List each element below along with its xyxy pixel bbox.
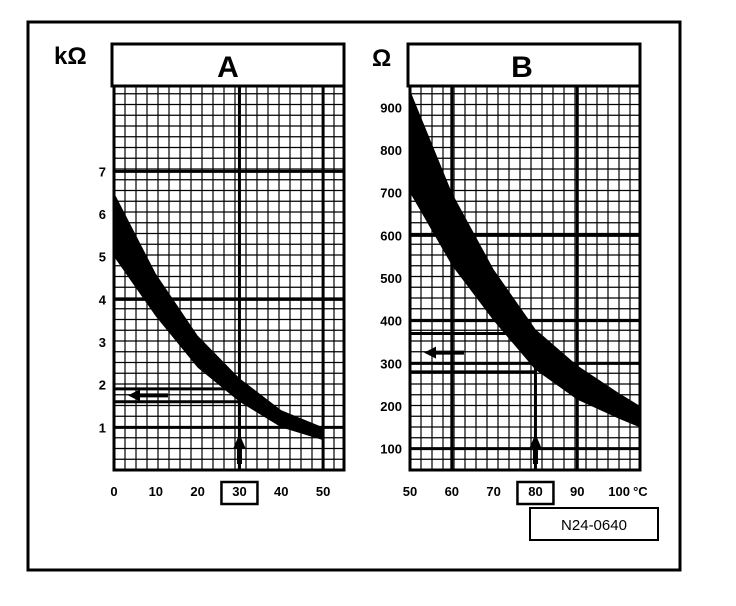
panel-a-resistance-band xyxy=(114,192,324,441)
panel-b-y-tick-label: 100 xyxy=(380,442,402,457)
panel-b-x-unit: °C xyxy=(633,484,648,499)
panel-a-y-tick-label: 2 xyxy=(99,378,106,393)
panel-b-y-unit: Ω xyxy=(372,45,391,72)
reference-code: N24-0640 xyxy=(561,517,627,534)
panel-b-reading-arrow-left xyxy=(424,346,436,359)
panel-b-x-tick-label: 50 xyxy=(403,484,417,499)
panel-b-resistance-band xyxy=(410,90,640,428)
panel-b: 100 200 300 400 500 600 700 800 900 50 60 70 80 90 10… xyxy=(372,42,648,506)
reference-code-box xyxy=(529,507,659,541)
panel-a-reading-arrow-up xyxy=(233,434,246,448)
panel-b-reading-arrow-stem xyxy=(532,448,538,464)
panel-a-reading-arrow-stem xyxy=(236,448,242,464)
panel-a-x-tick-label: 30 xyxy=(232,484,246,499)
panel-b-y-tick-label: 800 xyxy=(380,143,402,158)
panel-a-x-tick-highlight-box xyxy=(220,480,259,506)
panel-b-x-tick-label: 100 xyxy=(608,484,630,499)
panel-a-y-tick-label: 7 xyxy=(99,164,106,179)
panel-b-y-tick-label: 900 xyxy=(380,100,402,115)
panel-a-y-tick-label: 1 xyxy=(99,420,106,435)
panel-a-x-tick-label: 0 xyxy=(110,484,117,499)
panel-a-y-tick-label: 4 xyxy=(99,292,107,307)
panel-b-y-tick-label: 700 xyxy=(380,186,402,201)
panel-b-x-tick-highlight-box xyxy=(516,480,555,506)
panel-a: 1 2 3 4 5 6 7 0 10 20 30 40 50 A kΩ xyxy=(54,42,346,506)
panel-a-reading-arrow-left xyxy=(128,389,140,402)
panel-a-x-tick-label: 10 xyxy=(149,484,163,499)
panel-b-tolerance-band xyxy=(410,90,640,428)
panel-a-y-tick-label: 6 xyxy=(99,207,106,222)
panel-a-x-tick-label: 40 xyxy=(274,484,288,499)
panel-a-y-ticks: 1 2 3 4 5 6 7 xyxy=(99,164,107,435)
panel-b-title: B xyxy=(511,51,533,84)
panel-b-x-tick-label: 80 xyxy=(528,484,542,499)
panel-a-title-box xyxy=(110,42,346,88)
panel-b-y-tick-label: 500 xyxy=(380,271,402,286)
panel-b-x-tick-label: 90 xyxy=(570,484,584,499)
panel-a-y-tick-label: 3 xyxy=(99,335,106,350)
panel-b-x-tick-label: 70 xyxy=(486,484,500,499)
panel-a-x-tick-label: 20 xyxy=(190,484,204,499)
panel-b-y-tick-label: 400 xyxy=(380,314,402,329)
panel-a-y-unit: kΩ xyxy=(54,43,87,70)
panel-a-x-tick-label: 50 xyxy=(316,484,330,499)
panel-b-y-ticks: 100 200 300 400 500 600 700 800 900 xyxy=(380,100,402,456)
panel-b-title-box xyxy=(406,42,642,88)
panel-a-tolerance-band xyxy=(114,192,324,441)
panel-b-y-tick-label: 200 xyxy=(380,399,402,414)
panel-b-x-tick-label: 60 xyxy=(445,484,459,499)
panel-b-y-tick-label: 600 xyxy=(380,228,402,243)
panel-b-reading-marks xyxy=(410,331,542,470)
panel-a-reading-marks xyxy=(114,387,246,470)
panel-a-y-tick-label: 5 xyxy=(99,250,106,265)
panel-b-y-tick-label: 300 xyxy=(380,356,402,371)
panel-b-x-ticks: 50 60 70 80 90 100 °C xyxy=(403,480,648,506)
panel-a-x-ticks: 0 10 20 30 40 50 xyxy=(110,480,330,506)
panel-b-reading-arrow-up xyxy=(529,434,542,448)
panel-a-title: A xyxy=(217,51,239,84)
